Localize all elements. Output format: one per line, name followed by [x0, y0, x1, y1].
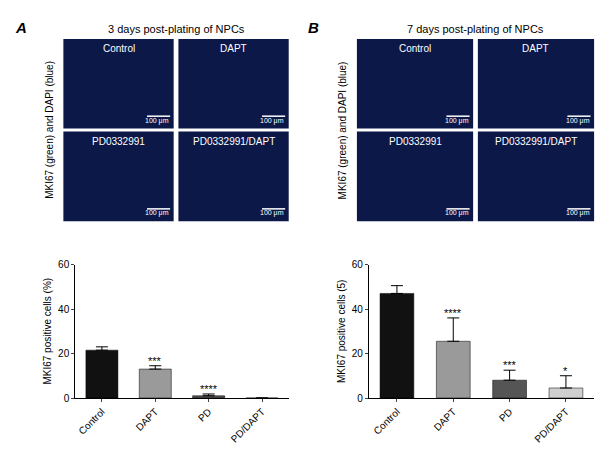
svg-text:MKI67 (green) and DAPI (blue): MKI67 (green) and DAPI (blue) [337, 62, 348, 200]
svg-text:100 μm: 100 μm [445, 209, 469, 217]
svg-text:100 μm: 100 μm [260, 117, 284, 125]
svg-text:40: 40 [352, 304, 364, 315]
svg-text:60: 60 [58, 259, 70, 270]
svg-text:PD0332991: PD0332991 [92, 136, 145, 147]
svg-text:20: 20 [352, 348, 364, 359]
svg-text:40: 40 [58, 304, 70, 315]
svg-text:Control: Control [103, 43, 135, 54]
svg-text:100 μm: 100 μm [260, 209, 284, 217]
svg-text:***: *** [148, 355, 162, 367]
svg-text:A: A [15, 19, 27, 36]
svg-text:DAPT: DAPT [522, 43, 549, 54]
svg-text:3 days post-plating of NPCs: 3 days post-plating of NPCs [108, 23, 245, 35]
svg-text:*: * [563, 365, 568, 377]
svg-text:DAPT: DAPT [220, 43, 247, 54]
svg-text:100 μm: 100 μm [145, 117, 169, 125]
svg-text:MKI67 positive cells (%): MKI67 positive cells (%) [42, 278, 53, 385]
svg-text:MKI67 positive cells (5): MKI67 positive cells (5) [336, 280, 347, 383]
svg-text:Control: Control [371, 406, 402, 437]
svg-text:PD: PD [497, 406, 515, 424]
svg-text:PD/DAPT: PD/DAPT [532, 406, 570, 444]
svg-text:PD0332991: PD0332991 [389, 136, 442, 147]
svg-text:DAPT: DAPT [134, 406, 161, 433]
svg-text:0: 0 [357, 393, 363, 404]
svg-text:****: **** [444, 307, 462, 319]
svg-text:MKI67 (green) and DAPI (blue): MKI67 (green) and DAPI (blue) [44, 61, 55, 199]
svg-text:PD0332991/DAPT: PD0332991/DAPT [495, 136, 577, 147]
svg-text:****: **** [200, 383, 218, 395]
svg-text:20: 20 [58, 348, 70, 359]
svg-text:PD0332991/DAPT: PD0332991/DAPT [193, 136, 275, 147]
svg-text:PD: PD [196, 406, 214, 424]
svg-text:B: B [308, 19, 319, 36]
svg-text:100 μm: 100 μm [566, 117, 590, 125]
svg-text:***: *** [503, 359, 517, 371]
svg-text:0: 0 [64, 393, 70, 404]
svg-text:100 μm: 100 μm [145, 209, 169, 217]
svg-text:60: 60 [352, 259, 364, 270]
svg-text:Control: Control [399, 43, 431, 54]
svg-text:DAPT: DAPT [432, 406, 459, 433]
svg-text:7 days post-plating of NPCs: 7 days post-plating of NPCs [407, 23, 544, 35]
svg-text:Control: Control [76, 406, 107, 437]
svg-text:100 μm: 100 μm [445, 117, 469, 125]
svg-text:100 μm: 100 μm [566, 209, 590, 217]
svg-text:PD/DAPT: PD/DAPT [229, 406, 267, 444]
